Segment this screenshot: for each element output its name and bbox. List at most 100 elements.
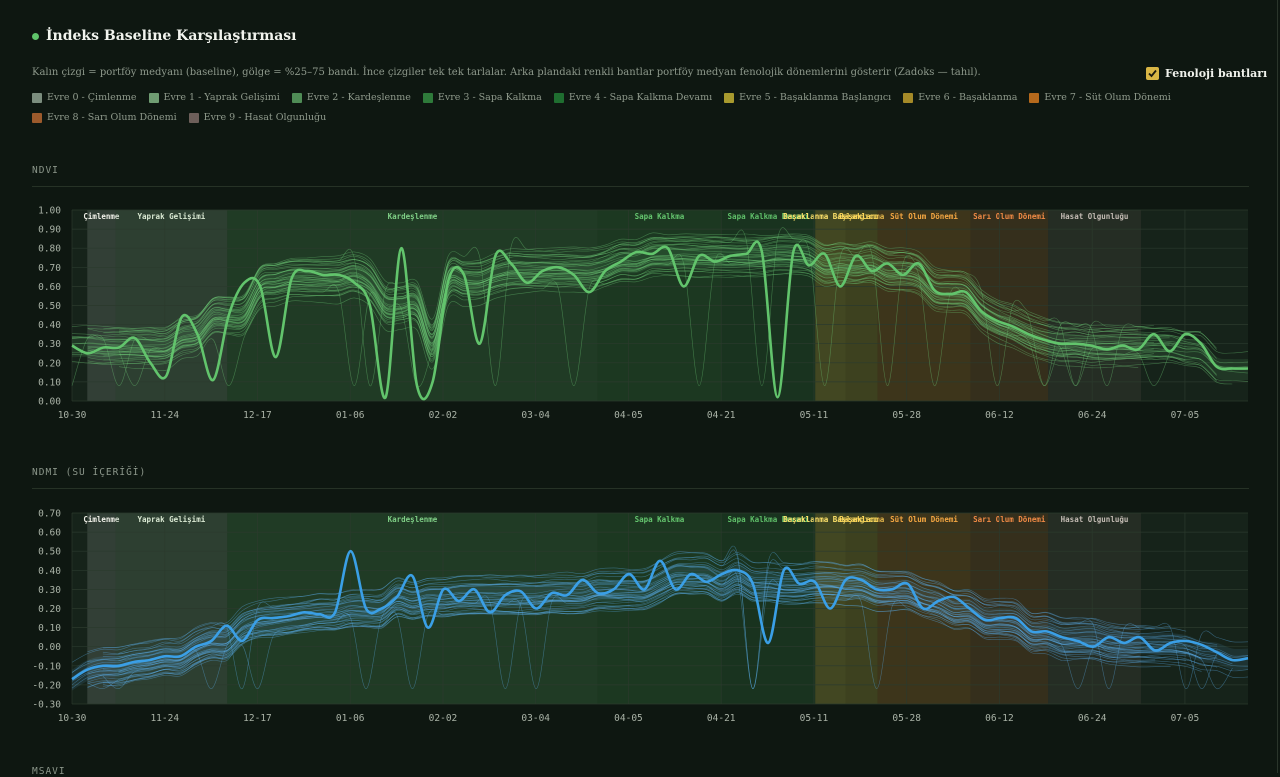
field-line bbox=[103, 237, 1186, 339]
y-tick-label: -0.10 bbox=[32, 661, 61, 672]
section-divider bbox=[32, 186, 1249, 187]
x-tick-label: 04-21 bbox=[707, 410, 736, 421]
phenology-bands-toggle[interactable]: Fenoloji bantları bbox=[1146, 67, 1267, 80]
x-tick-label: 03-04 bbox=[521, 410, 550, 421]
legend-label: Evre 6 - Başaklanma bbox=[918, 92, 1018, 103]
x-tick-label: 05-28 bbox=[892, 713, 921, 724]
x-tick-label: 10-30 bbox=[58, 713, 87, 724]
y-tick-label: 0.30 bbox=[38, 339, 61, 350]
field-line bbox=[102, 592, 1171, 690]
x-tick-label: 02-02 bbox=[429, 410, 458, 421]
phenology-legend: Evre 0 - Çimlenme Evre 1 - Yaprak Gelişim… bbox=[32, 92, 1252, 123]
field-line bbox=[71, 241, 1170, 387]
field-line bbox=[102, 590, 1156, 690]
legend-label: Evre 9 - Hasat Olgunluğu bbox=[203, 112, 327, 123]
field-line bbox=[87, 545, 1249, 690]
phenology-band-label: Sapa Kalkma Devamı bbox=[728, 515, 810, 524]
field-line bbox=[71, 251, 1170, 349]
section-divider bbox=[32, 488, 1249, 489]
y-tick-label: 0.20 bbox=[38, 358, 61, 369]
x-tick-label: 06-12 bbox=[985, 713, 1014, 724]
field-line bbox=[118, 272, 1233, 387]
x-tick-label: 02-02 bbox=[429, 713, 458, 724]
phenology-band-label: Yaprak Gelişimi bbox=[138, 515, 206, 524]
median-baseline-line bbox=[71, 549, 1249, 681]
field-line bbox=[71, 236, 1217, 387]
legend-label: Evre 1 - Yaprak Gelişimi bbox=[163, 92, 280, 103]
toggle-label: Fenoloji bantları bbox=[1165, 67, 1268, 80]
field-line bbox=[87, 583, 1218, 684]
field-line bbox=[71, 565, 1218, 673]
field-line bbox=[118, 259, 1249, 374]
field-line bbox=[71, 561, 1218, 673]
phenology-band-label: Sarı Olum Dönemi bbox=[973, 515, 1046, 524]
phenology-band-label: Çimlenme bbox=[83, 515, 120, 524]
legend-swatch bbox=[291, 92, 302, 103]
field-line bbox=[87, 232, 1154, 387]
field-line bbox=[71, 258, 1154, 387]
x-tick-label: 11-24 bbox=[150, 410, 179, 421]
phenology-band-label: Kardeşlenme bbox=[388, 212, 438, 221]
legend-label: Evre 3 - Sapa Kalkma bbox=[437, 92, 542, 103]
description-text: Kalın çizgi = portföy medyanı (baseline)… bbox=[32, 67, 981, 78]
phenology-band-label: Süt Olum Dönemi bbox=[890, 212, 958, 221]
legend-item: Evre 2 - Kardeşlenme bbox=[291, 92, 411, 103]
phenology-band-label: Hasat Olgunluğu bbox=[1061, 515, 1129, 524]
legend-item: Evre 5 - Başaklanma Başlangıcı bbox=[724, 92, 891, 103]
field-line bbox=[87, 258, 1170, 354]
y-tick-label: 0.50 bbox=[38, 547, 61, 558]
field-line bbox=[118, 238, 1139, 387]
field-line bbox=[71, 584, 1202, 690]
field-line bbox=[103, 236, 1217, 387]
x-tick-label: 01-06 bbox=[336, 713, 365, 724]
field-line bbox=[102, 576, 1233, 671]
field-line bbox=[71, 572, 1233, 690]
phenology-band-label: Hasat Olgunluğu bbox=[1061, 212, 1129, 221]
iqr-band bbox=[72, 244, 1248, 381]
field-line bbox=[87, 590, 1156, 688]
field-line bbox=[118, 235, 1249, 354]
checkbox-checked-icon[interactable] bbox=[1146, 67, 1159, 80]
ndvi-chart: Çimlenme Yaprak Gelişimi Kardeşlenme Sapa K… bbox=[38, 206, 1249, 421]
legend-item: Evre 4 - Sapa Kalkma Devamı bbox=[553, 92, 712, 103]
x-tick-label: 12-17 bbox=[243, 410, 272, 421]
header: İndeks Baseline Karşılaştırması bbox=[32, 28, 297, 44]
field-line bbox=[102, 587, 1140, 683]
legend-swatch bbox=[724, 92, 735, 103]
page-title: İndeks Baseline Karşılaştırması bbox=[46, 28, 297, 44]
field-line bbox=[87, 253, 1154, 387]
field-line bbox=[87, 589, 1202, 688]
x-tick-label: 11-24 bbox=[150, 713, 179, 724]
x-tick-label: 10-30 bbox=[58, 410, 87, 421]
field-line bbox=[87, 586, 1202, 690]
field-line bbox=[87, 261, 1170, 387]
y-tick-label: 1.00 bbox=[38, 206, 61, 217]
y-tick-label: 0.30 bbox=[38, 585, 61, 596]
phenology-band-label: Sarı Olum Dönemi bbox=[973, 212, 1046, 221]
legend-label: Evre 0 - Çimlenme bbox=[47, 92, 137, 103]
field-line bbox=[87, 265, 1170, 364]
y-tick-label: 0.00 bbox=[38, 397, 61, 408]
median-baseline-line bbox=[71, 240, 1249, 401]
legend-item: Evre 8 - Sarı Olum Dönemi bbox=[32, 112, 177, 123]
field-line bbox=[102, 579, 1187, 690]
iqr-band bbox=[72, 564, 1248, 691]
legend-item: Evre 7 - Süt Olum Dönemi bbox=[1029, 92, 1171, 103]
x-tick-label: 06-12 bbox=[985, 410, 1014, 421]
x-tick-label: 07-05 bbox=[1171, 713, 1200, 724]
y-tick-label: 0.50 bbox=[38, 301, 61, 312]
status-dot-icon bbox=[32, 32, 39, 40]
field-line bbox=[102, 549, 1156, 690]
x-tick-label: 03-04 bbox=[521, 713, 550, 724]
section-title-ndvi: NDVI bbox=[32, 165, 59, 176]
phenology-band-label: Yaprak Gelişimi bbox=[138, 212, 206, 221]
field-line bbox=[102, 552, 1171, 649]
field-line bbox=[118, 262, 1217, 375]
field-line bbox=[87, 580, 1218, 690]
y-tick-label: 0.40 bbox=[38, 320, 61, 331]
field-line bbox=[87, 584, 1187, 690]
field-line bbox=[87, 584, 1187, 680]
legend-label: Evre 8 - Sarı Olum Dönemi bbox=[47, 112, 177, 123]
legend-swatch bbox=[188, 112, 199, 123]
